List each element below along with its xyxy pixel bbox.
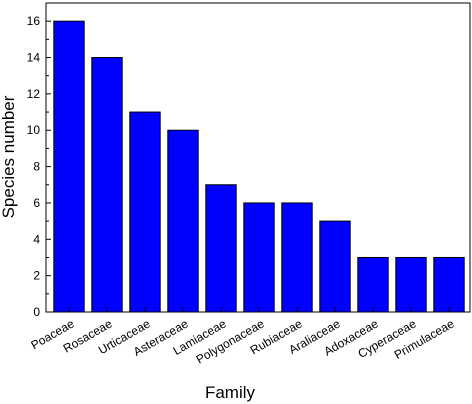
x-axis: PoaceaeRosaceaeUrticaceaeAsteraceaeLamia…	[28, 307, 457, 367]
x-axis-label: Family	[205, 383, 256, 402]
bar-araliaceae	[319, 220, 351, 313]
bar-adoxaceae	[357, 256, 389, 313]
bar-asteraceae	[167, 129, 199, 313]
y-tick-label: 2	[33, 269, 40, 283]
y-axis-label: Species number	[0, 95, 18, 218]
y-tick-label: 12	[27, 87, 41, 101]
y-tick-label: 16	[27, 14, 41, 28]
bar-polygonaceae	[243, 202, 275, 313]
bar-primulaceae	[433, 256, 465, 313]
y-tick-label: 6	[33, 196, 40, 210]
bars	[53, 20, 465, 313]
y-tick-label: 0	[33, 305, 40, 319]
y-axis: 0 2 4 6 8 10 12 14 16	[27, 2, 51, 319]
bar-rosaceae	[91, 57, 123, 313]
bar-poaceae	[53, 20, 85, 313]
y-tick-label: 4	[33, 232, 40, 246]
bar-cyperaceae	[395, 256, 427, 313]
bar-rubiaceae	[281, 202, 313, 313]
y-tick-label: 14	[27, 51, 41, 65]
y-tick-label: 10	[27, 123, 41, 137]
bar-lamiaceae	[205, 184, 237, 313]
y-tick-label: 8	[33, 160, 40, 174]
bar-urticaceae	[129, 111, 161, 313]
